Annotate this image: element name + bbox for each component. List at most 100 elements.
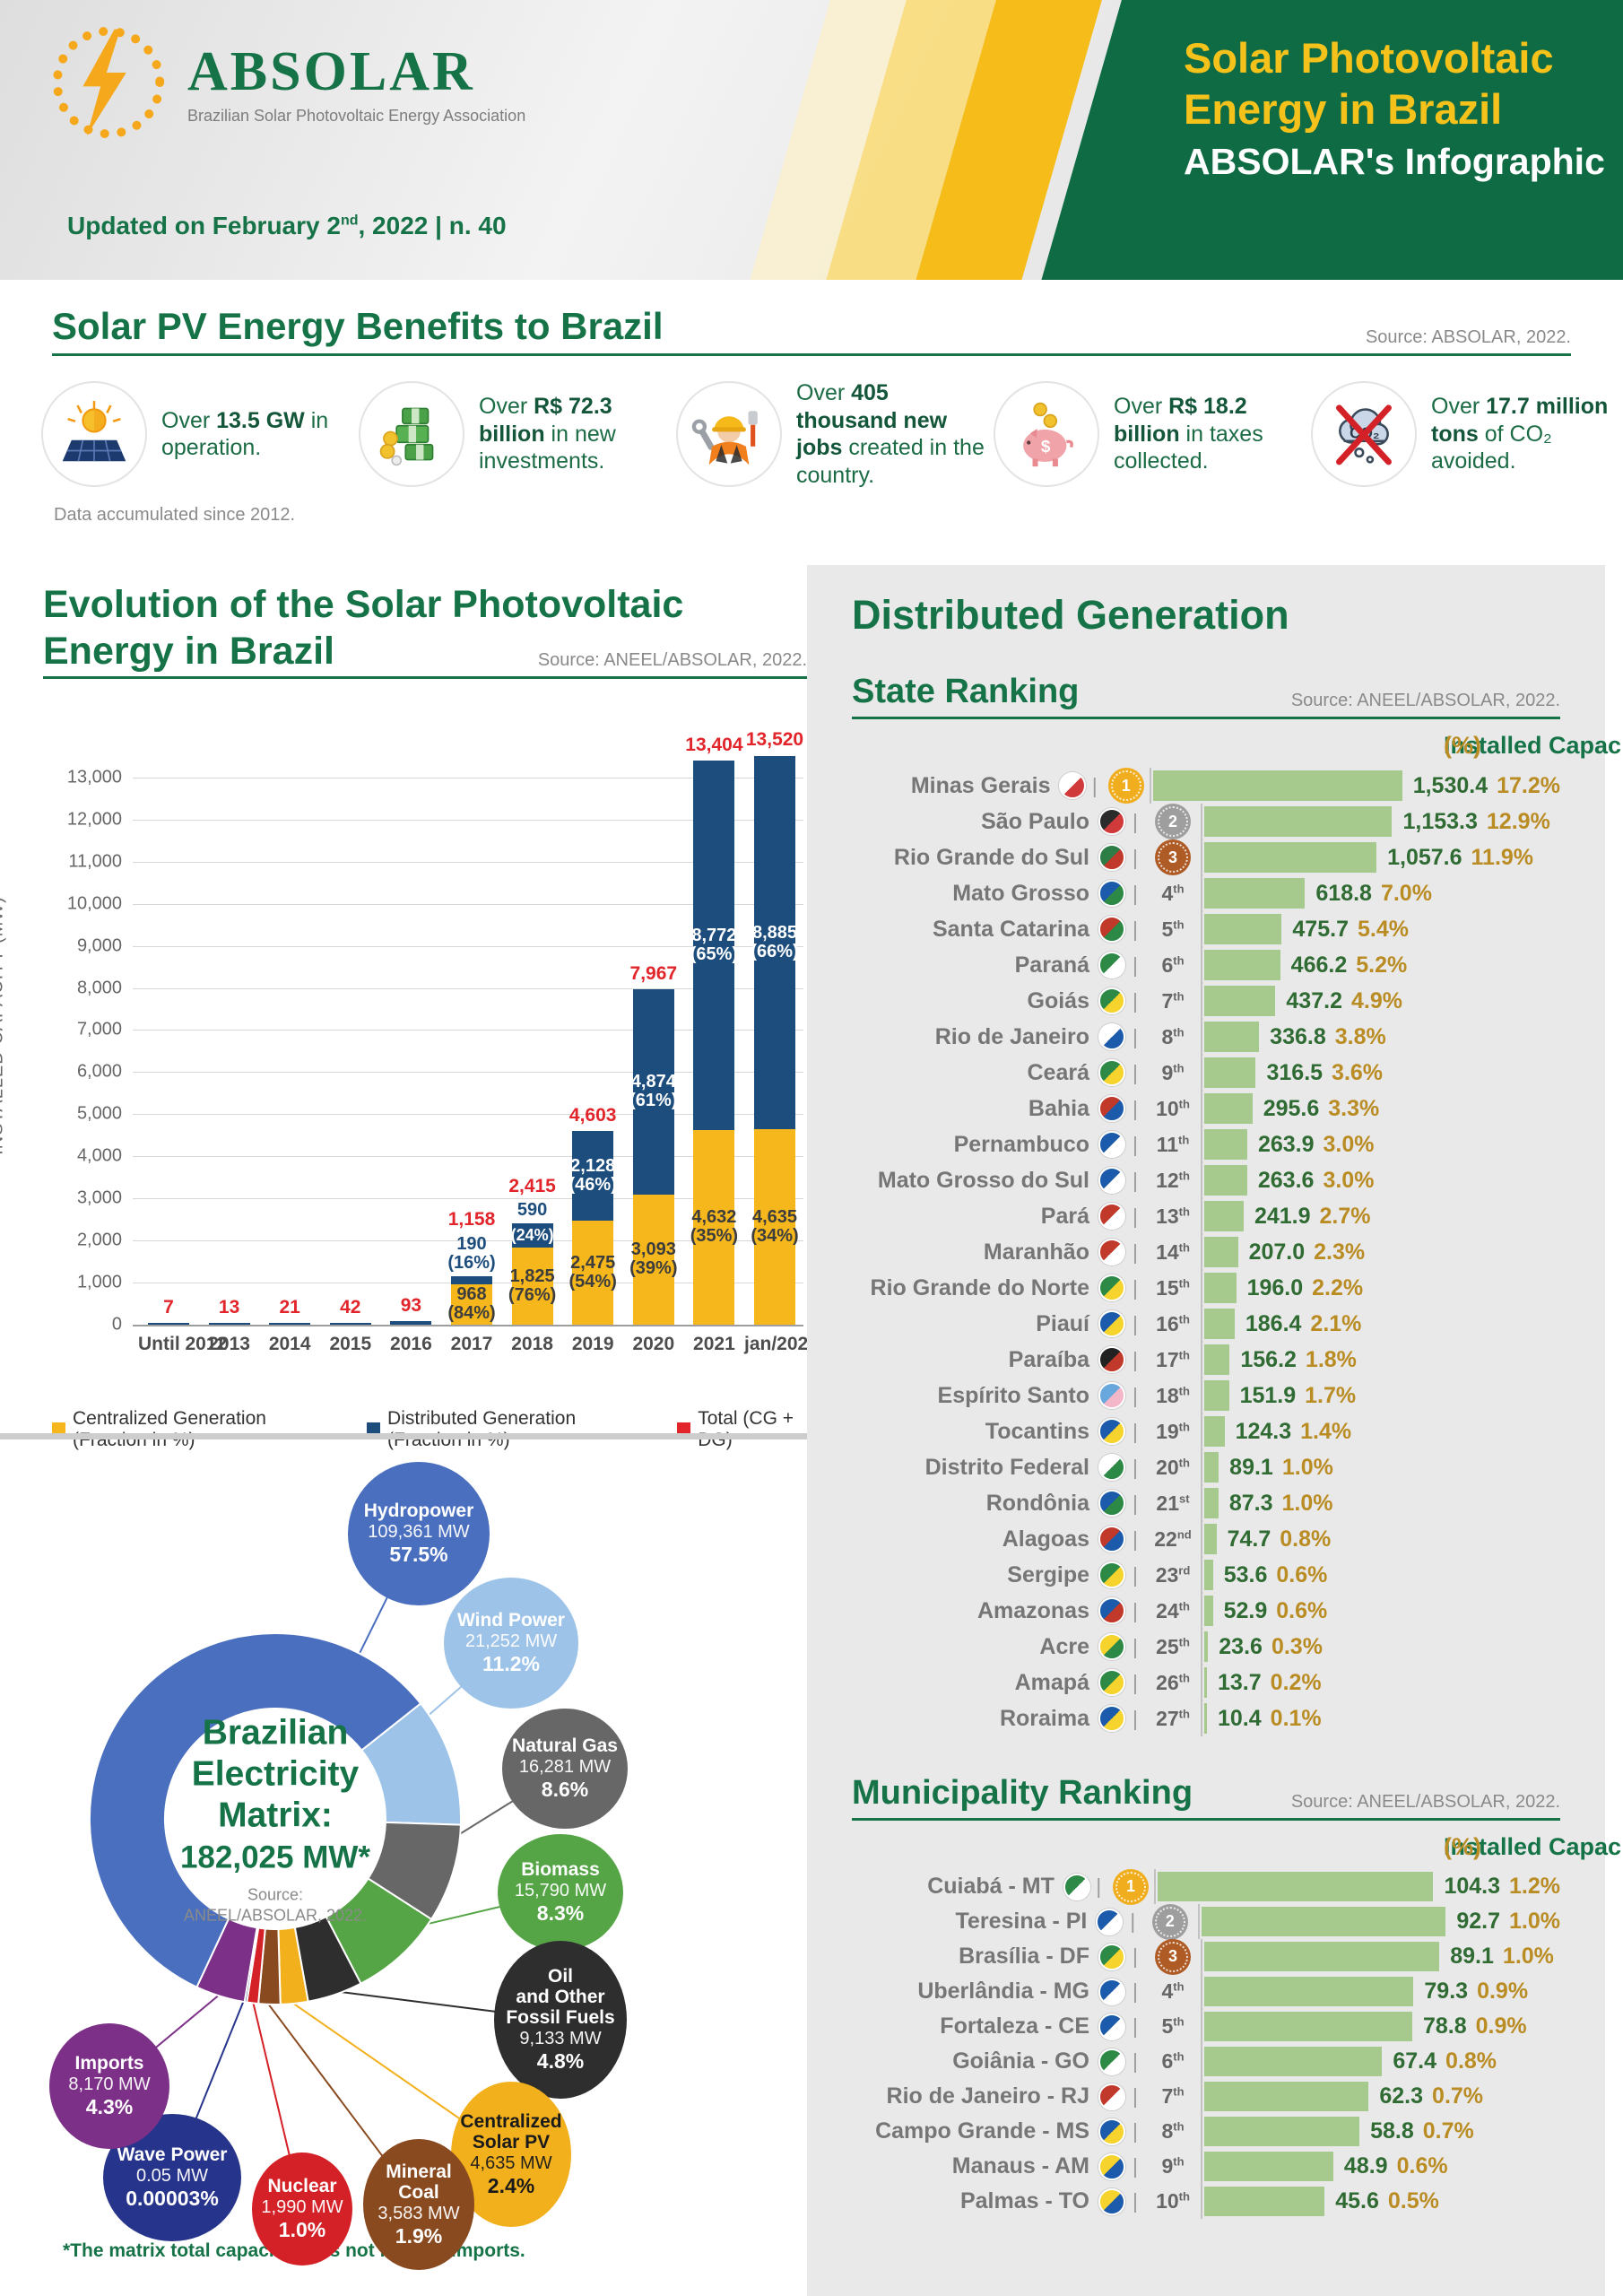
- logo-text: ABSOLAR: [187, 41, 475, 102]
- x-axis-label: 2021: [693, 1333, 735, 1354]
- bar-zone: [1197, 1904, 1446, 1939]
- svg-text:$: $: [1041, 438, 1051, 457]
- rank-separator: |: [1133, 2189, 1138, 2213]
- state-name: Piauí: [1036, 1310, 1089, 1336]
- state-name: Espírito Santo: [937, 1382, 1089, 1408]
- rank-suffix: th: [1173, 2154, 1185, 2169]
- rank-cell: 15th: [1145, 1276, 1201, 1300]
- callout-pct: 0.00003%: [126, 2187, 219, 2211]
- capacity-percent: 0.8%: [1445, 2048, 1497, 2074]
- capacity-percent: 5.4%: [1357, 916, 1409, 942]
- capacity-percent: 0.7%: [1432, 2083, 1484, 2109]
- rank-separator: |: [1133, 1526, 1138, 1551]
- title-subtitle: ABSOLAR's Infographic: [1184, 140, 1605, 182]
- bar-zone: [1201, 1700, 1207, 1736]
- rank-cell: 5th: [1145, 2014, 1201, 2039]
- title-line-2: Energy in Brazil: [1184, 85, 1503, 134]
- bar-zone: [1201, 1378, 1229, 1413]
- rank-cell: 18th: [1145, 1384, 1201, 1408]
- centralized-segment: 1,825 (76%): [508, 1248, 556, 1325]
- money-icon: [359, 381, 464, 487]
- cg-label-line: 968: [456, 1284, 487, 1305]
- state-row: Paraíba | 17th 156.2 1.8%: [852, 1342, 1560, 1378]
- municipality-name: Palmas - TO: [959, 2188, 1089, 2213]
- distributed-segment: [390, 1320, 432, 1325]
- state-name: Rondônia: [985, 1490, 1089, 1516]
- capacity-bar: [1204, 1237, 1238, 1267]
- capacity-bar: [1204, 842, 1377, 873]
- flag-icon: [1098, 880, 1125, 907]
- rank-cell: 17th: [1145, 1348, 1201, 1372]
- municipality-row: Campo Grande - MS | 8th 58.8 0.7%: [852, 2114, 1560, 2149]
- capacity-percent: 1.7%: [1305, 1382, 1357, 1408]
- rank-separator: |: [1133, 2154, 1138, 2178]
- rank-cell: 20th: [1145, 1456, 1201, 1480]
- dg-label: 8,772 (65%): [690, 761, 738, 1130]
- rank-suffix: th: [1178, 1204, 1190, 1218]
- benefits-title: Solar PV Energy Benefits to Brazil: [52, 305, 664, 347]
- rank-suffix: th: [1173, 881, 1185, 895]
- dg-label: 2,128 (46%): [569, 1131, 617, 1221]
- evolution-title-line2: Energy in Brazil: [43, 630, 334, 674]
- capacity-percent: 1.0%: [1502, 1944, 1554, 1969]
- gridline: [133, 945, 803, 947]
- municipality-row: Uberlândia - MG | 4th 79.3 0.9%: [852, 1974, 1560, 2009]
- rank-number: 4th: [1161, 1979, 1185, 2003]
- distributed-segment: 8,772 (65%): [690, 760, 738, 1130]
- benefit-text: Over 13.5 GW in operation.: [161, 407, 350, 462]
- flag-icon: [1098, 1095, 1125, 1122]
- state-name: Ceará: [1027, 1059, 1090, 1085]
- x-axis-label: 2015: [329, 1333, 372, 1354]
- callout-pct: 8.6%: [541, 1778, 589, 1802]
- distributed-segment: [451, 1275, 492, 1284]
- state-name: Pará: [1040, 1203, 1089, 1229]
- rank-cell: 9th: [1145, 2154, 1201, 2179]
- rank-suffix: th: [1178, 1347, 1190, 1361]
- municipality-ranking-title: Municipality Ranking: [852, 1774, 1193, 1812]
- rank-separator: |: [1133, 1383, 1138, 1407]
- rank-cell: 24th: [1145, 1599, 1201, 1623]
- rank-number: 4th: [1161, 881, 1185, 905]
- state-name: Amazonas: [976, 1597, 1089, 1623]
- capacity-percent: 0.6%: [1396, 2153, 1448, 2179]
- bar-zone: [1149, 768, 1402, 804]
- logo-subtitle: Brazilian Solar Photovoltaic Energy Asso…: [187, 107, 526, 125]
- capacity-value: 53.6: [1223, 1561, 1268, 1587]
- rank-number: 5th: [1161, 917, 1185, 941]
- state-name: Roraima: [999, 1705, 1089, 1731]
- stacked-bar: 2,475 (54%) 2,128 (46%): [569, 1130, 617, 1325]
- capacity-value: 241.9: [1254, 1203, 1311, 1229]
- y-tick-label: 2,000: [76, 1230, 122, 1250]
- rank-number: 15th: [1156, 1275, 1190, 1300]
- total-label: 13,520: [745, 729, 804, 751]
- capacity-percent: 7.0%: [1380, 880, 1432, 906]
- col-header-mw: Installed Capacity (MW): [1444, 1833, 1623, 1860]
- rank-suffix: th: [1178, 1598, 1190, 1613]
- donut-svg: [89, 1533, 566, 2210]
- infographic-title: Solar Photovoltaic Energy in Brazil ABSO…: [1184, 32, 1605, 183]
- capacity-bar: [1204, 1488, 1219, 1518]
- capacity-percent: 1.2%: [1509, 1874, 1560, 1899]
- benefit-item: Over 13.5 GW in operation.: [41, 379, 350, 489]
- benefit-text-rest: of CO₂ avoided.: [1431, 421, 1552, 474]
- capacity-percent: 12.9%: [1486, 808, 1550, 834]
- total-label: 4,603: [568, 1104, 617, 1126]
- capacity-bar: [1204, 1452, 1219, 1483]
- cg-label-line: (39%): [629, 1258, 678, 1279]
- rank-number: 24th: [1156, 1598, 1190, 1622]
- bar-zone: [1201, 1091, 1253, 1126]
- benefit-text-rest: in new investments.: [479, 421, 616, 474]
- rank-suffix: nd: [1176, 1526, 1192, 1541]
- flag-icon: [1098, 1561, 1125, 1588]
- x-axis-label: 2018: [511, 1333, 553, 1354]
- rank-suffix: th: [1178, 1670, 1190, 1684]
- flag-icon: [1098, 1978, 1125, 2005]
- rank-number: 19th: [1156, 1419, 1190, 1443]
- callout-mw: 109,361 MW: [368, 1522, 470, 1543]
- distributed-segment: 2,128 (46%): [569, 1130, 617, 1221]
- capacity-bar: [1204, 1344, 1230, 1375]
- donut-slice-hydropower: [89, 1632, 422, 1988]
- state-name: Minas Gerais: [910, 772, 1051, 798]
- capacity-value: 295.6: [1263, 1095, 1320, 1121]
- bar-zone: [1201, 2009, 1412, 2044]
